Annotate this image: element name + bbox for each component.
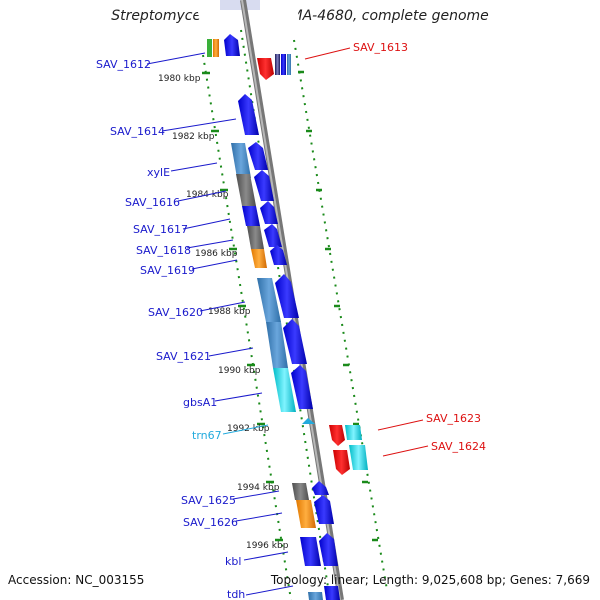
label-xyle[interactable]: xylE — [147, 166, 170, 179]
tick-1982: 1982 kbp — [172, 129, 219, 142]
gene-arrow-forward[interactable] — [248, 142, 268, 170]
label-tdh[interactable]: tdh — [227, 588, 245, 600]
tick-1980: 1980 kbp — [158, 71, 210, 84]
cog-block-orange[interactable] — [296, 500, 316, 528]
gene-block-reverse[interactable] — [275, 54, 280, 75]
label-sav-1614[interactable]: SAV_1614 — [110, 125, 165, 138]
cog-block-gray[interactable] — [236, 174, 256, 206]
gene-block-reverse[interactable] — [287, 54, 291, 75]
label-sav-1625[interactable]: SAV_1625 — [181, 494, 236, 507]
gene-arrow-forward[interactable] — [300, 537, 321, 566]
gene-arrow-forward[interactable] — [275, 274, 299, 318]
tick-1994: 1994 kbp — [237, 480, 280, 493]
cog-block-gray[interactable] — [292, 483, 309, 500]
tick-label: 1988 kbp — [208, 307, 251, 317]
trna-marker[interactable] — [302, 418, 315, 424]
tick-1986: 1986 kbp — [195, 247, 238, 259]
label-sav-1613[interactable]: SAV_1613 — [353, 41, 408, 54]
label-sav-1619[interactable]: SAV_1619 — [140, 264, 195, 277]
tick-label: 1986 kbp — [195, 249, 238, 259]
gene-arrow-reverse[interactable] — [257, 58, 274, 80]
reverse-genes — [257, 54, 368, 475]
gene-arrow-forward[interactable] — [224, 34, 240, 56]
tick-label: 1996 kbp — [246, 541, 289, 551]
label-sav-1612[interactable]: SAV_1612 — [96, 58, 151, 71]
gene-labels: SAV_1612 SAV_1613 SAV_1614 xylE SAV_1616… — [96, 41, 486, 600]
label-sav-1626[interactable]: SAV_1626 — [183, 516, 238, 529]
gene-arrow-forward[interactable] — [312, 481, 329, 495]
label-sav-1621[interactable]: SAV_1621 — [156, 350, 211, 363]
label-sav-1616[interactable]: SAV_1616 — [125, 196, 180, 209]
gene-arrow-forward — [324, 586, 340, 600]
gene-arrow-forward[interactable] — [260, 201, 278, 224]
label-gbsa1[interactable]: gbsA1 — [183, 396, 217, 409]
label-sav-1617[interactable]: SAV_1617 — [133, 223, 188, 236]
label-sav-1620[interactable]: SAV_1620 — [148, 306, 203, 319]
cog-block-steelblue[interactable] — [266, 322, 288, 368]
forward-genes — [224, 34, 340, 600]
cog-block-cyan[interactable] — [345, 425, 362, 440]
cog-block-orange[interactable] — [251, 249, 267, 268]
scale-tick-marks — [298, 70, 378, 542]
cog-blocks — [207, 39, 323, 600]
top-fade — [220, 0, 260, 10]
cog-block-cyan[interactable] — [273, 368, 296, 412]
label-sav-1623[interactable]: SAV_1623 — [426, 412, 481, 425]
topology-text: Topology: linear; Length: 9,025,608 bp; … — [270, 573, 590, 587]
tick-1996: 1996 kbp — [246, 538, 289, 551]
label-trn67[interactable]: trn67 — [192, 429, 222, 442]
gene-arrow-forward[interactable] — [254, 170, 274, 201]
gene-arrow-forward[interactable] — [283, 319, 307, 364]
label-kbl[interactable]: kbl — [225, 555, 241, 568]
cog-block-steelblue[interactable] — [257, 278, 281, 322]
gene-arrow-forward[interactable] — [291, 365, 313, 409]
gene-arrow-reverse[interactable] — [333, 450, 350, 475]
gene-arrow-forward[interactable] — [264, 224, 282, 247]
tick-label: 1990 kbp — [218, 366, 261, 376]
gene-arrow-forward[interactable] — [270, 245, 287, 265]
accession-text: Accession: NC_003155 — [8, 573, 145, 587]
cog-block-gray[interactable] — [247, 226, 264, 249]
cog-block-cyan[interactable] — [349, 445, 368, 470]
gene-arrow-forward[interactable] — [319, 533, 338, 566]
label-leaders — [146, 47, 429, 596]
label-sav-1618[interactable]: SAV_1618 — [136, 244, 191, 257]
cog-block-green — [207, 39, 212, 57]
cog-block-steelblue[interactable] — [231, 143, 251, 178]
tick-1990: 1990 kbp — [218, 363, 261, 376]
gene-block-reverse[interactable] — [281, 54, 286, 75]
cog-block-steelblue — [308, 592, 323, 600]
gene-arrow-reverse[interactable] — [329, 425, 345, 446]
tick-label: 1982 kbp — [172, 132, 215, 142]
label-sav-1624[interactable]: SAV_1624 — [431, 440, 486, 453]
cog-block-blue[interactable] — [242, 206, 260, 226]
gene-arrow-forward[interactable] — [238, 94, 259, 135]
tick-1988: 1988 kbp — [208, 304, 251, 317]
cog-block-orange — [213, 39, 219, 57]
tick-label: 1980 kbp — [158, 74, 201, 84]
tick-label: 1994 kbp — [237, 483, 280, 493]
gene-arrow-forward[interactable] — [314, 495, 334, 524]
